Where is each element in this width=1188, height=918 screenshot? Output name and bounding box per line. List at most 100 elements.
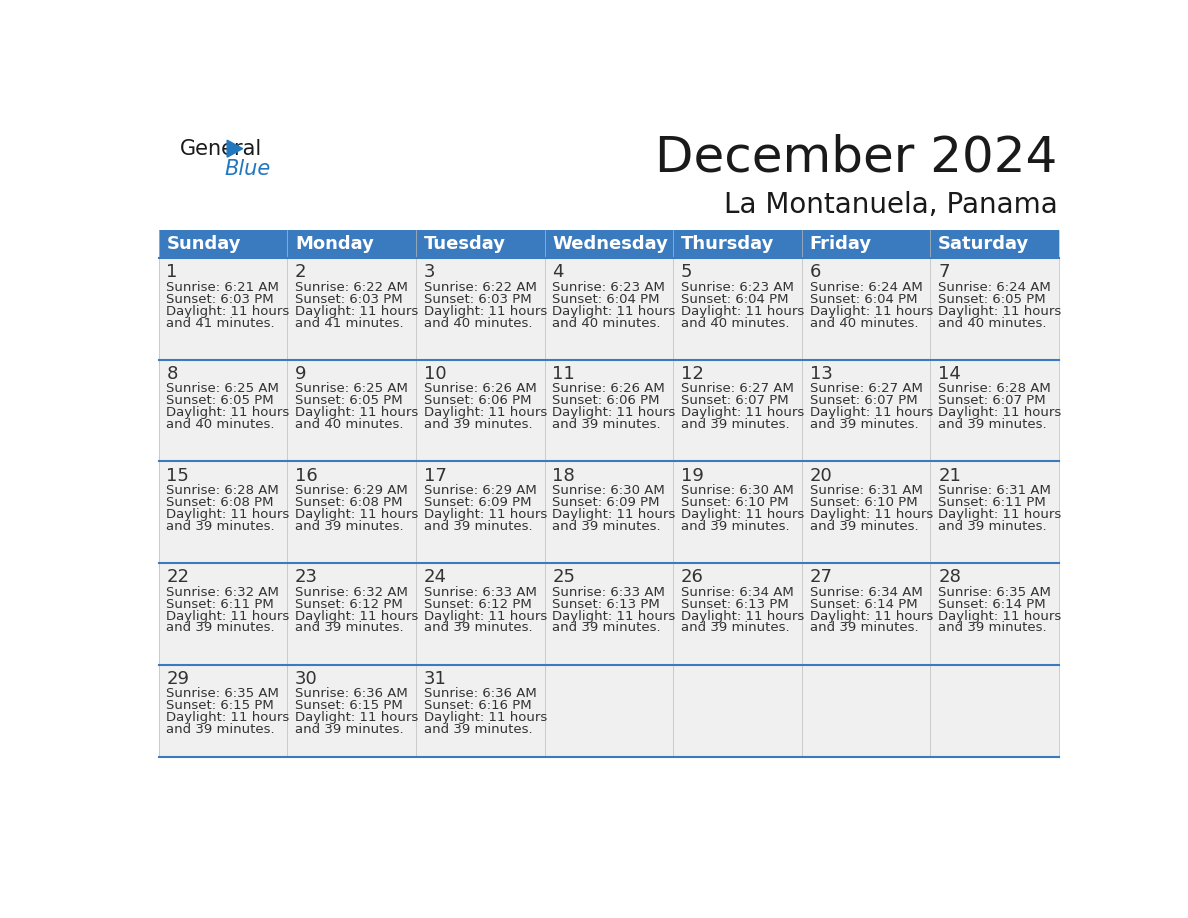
Text: and 39 minutes.: and 39 minutes. xyxy=(295,520,404,532)
Text: Sunrise: 6:29 AM: Sunrise: 6:29 AM xyxy=(424,484,536,497)
Text: Daylight: 11 hours: Daylight: 11 hours xyxy=(424,610,546,622)
Text: Daylight: 11 hours: Daylight: 11 hours xyxy=(295,610,418,622)
Text: and 39 minutes.: and 39 minutes. xyxy=(424,520,532,532)
Text: Sunrise: 6:35 AM: Sunrise: 6:35 AM xyxy=(939,586,1051,599)
Text: Sunrise: 6:31 AM: Sunrise: 6:31 AM xyxy=(939,484,1051,497)
Text: Sunrise: 6:26 AM: Sunrise: 6:26 AM xyxy=(552,383,665,396)
Text: and 40 minutes.: and 40 minutes. xyxy=(166,419,274,431)
Text: Daylight: 11 hours: Daylight: 11 hours xyxy=(424,305,546,318)
Text: Daylight: 11 hours: Daylight: 11 hours xyxy=(166,305,290,318)
Text: Sunset: 6:14 PM: Sunset: 6:14 PM xyxy=(809,598,917,610)
Text: Sunset: 6:03 PM: Sunset: 6:03 PM xyxy=(166,293,274,306)
Text: and 39 minutes.: and 39 minutes. xyxy=(681,419,790,431)
Text: Sunset: 6:14 PM: Sunset: 6:14 PM xyxy=(939,598,1045,610)
Text: Sunrise: 6:25 AM: Sunrise: 6:25 AM xyxy=(166,383,279,396)
Text: Sunset: 6:15 PM: Sunset: 6:15 PM xyxy=(295,700,403,712)
Text: Sunset: 6:08 PM: Sunset: 6:08 PM xyxy=(166,496,273,509)
Text: Sunrise: 6:24 AM: Sunrise: 6:24 AM xyxy=(939,281,1051,294)
Text: and 39 minutes.: and 39 minutes. xyxy=(295,621,404,634)
Text: Sunset: 6:07 PM: Sunset: 6:07 PM xyxy=(939,395,1045,408)
Text: Daylight: 11 hours: Daylight: 11 hours xyxy=(939,407,1061,420)
Text: Sunrise: 6:22 AM: Sunrise: 6:22 AM xyxy=(295,281,407,294)
Text: 11: 11 xyxy=(552,365,575,383)
Text: December 2024: December 2024 xyxy=(656,133,1057,181)
Text: and 39 minutes.: and 39 minutes. xyxy=(166,621,274,634)
Text: 1: 1 xyxy=(166,263,178,282)
Text: Sunday: Sunday xyxy=(166,235,241,253)
Text: Sunrise: 6:22 AM: Sunrise: 6:22 AM xyxy=(424,281,537,294)
Text: Sunrise: 6:25 AM: Sunrise: 6:25 AM xyxy=(295,383,407,396)
Text: Sunset: 6:06 PM: Sunset: 6:06 PM xyxy=(424,395,531,408)
Text: Sunset: 6:11 PM: Sunset: 6:11 PM xyxy=(939,496,1045,509)
Text: Daylight: 11 hours: Daylight: 11 hours xyxy=(939,508,1061,521)
Text: Sunset: 6:04 PM: Sunset: 6:04 PM xyxy=(681,293,789,306)
Text: 8: 8 xyxy=(166,365,178,383)
Text: Daylight: 11 hours: Daylight: 11 hours xyxy=(681,508,804,521)
Text: Tuesday: Tuesday xyxy=(424,235,506,253)
Text: Sunset: 6:12 PM: Sunset: 6:12 PM xyxy=(295,598,403,610)
Text: Sunset: 6:10 PM: Sunset: 6:10 PM xyxy=(681,496,789,509)
Bar xyxy=(674,230,802,258)
Text: and 41 minutes.: and 41 minutes. xyxy=(295,317,404,330)
Text: Sunrise: 6:21 AM: Sunrise: 6:21 AM xyxy=(166,281,279,294)
Text: Sunrise: 6:23 AM: Sunrise: 6:23 AM xyxy=(552,281,665,294)
Text: Sunset: 6:11 PM: Sunset: 6:11 PM xyxy=(166,598,274,610)
Text: Sunrise: 6:27 AM: Sunrise: 6:27 AM xyxy=(809,383,922,396)
Text: Sunrise: 6:30 AM: Sunrise: 6:30 AM xyxy=(681,484,794,497)
Text: Daylight: 11 hours: Daylight: 11 hours xyxy=(295,711,418,724)
Text: 9: 9 xyxy=(295,365,307,383)
Text: Sunrise: 6:30 AM: Sunrise: 6:30 AM xyxy=(552,484,665,497)
Text: 15: 15 xyxy=(166,466,189,485)
Bar xyxy=(416,230,544,258)
Text: 4: 4 xyxy=(552,263,564,282)
Text: Sunrise: 6:36 AM: Sunrise: 6:36 AM xyxy=(295,688,407,700)
Text: Saturday: Saturday xyxy=(939,235,1030,253)
Text: Daylight: 11 hours: Daylight: 11 hours xyxy=(166,508,290,521)
Text: 10: 10 xyxy=(424,365,447,383)
Text: 25: 25 xyxy=(552,568,575,587)
Text: 29: 29 xyxy=(166,670,189,688)
Text: Daylight: 11 hours: Daylight: 11 hours xyxy=(681,610,804,622)
Text: Daylight: 11 hours: Daylight: 11 hours xyxy=(295,305,418,318)
Text: 20: 20 xyxy=(809,466,833,485)
Text: Daylight: 11 hours: Daylight: 11 hours xyxy=(809,610,933,622)
Text: 16: 16 xyxy=(295,466,317,485)
Text: Sunset: 6:12 PM: Sunset: 6:12 PM xyxy=(424,598,531,610)
Text: Daylight: 11 hours: Daylight: 11 hours xyxy=(295,508,418,521)
Bar xyxy=(158,563,1060,665)
Text: La Montanuela, Panama: La Montanuela, Panama xyxy=(723,191,1057,219)
Text: and 39 minutes.: and 39 minutes. xyxy=(809,419,918,431)
Text: 7: 7 xyxy=(939,263,949,282)
Text: Sunrise: 6:26 AM: Sunrise: 6:26 AM xyxy=(424,383,536,396)
Text: Sunset: 6:07 PM: Sunset: 6:07 PM xyxy=(681,395,789,408)
Text: Sunrise: 6:31 AM: Sunrise: 6:31 AM xyxy=(809,484,922,497)
Text: Daylight: 11 hours: Daylight: 11 hours xyxy=(552,407,676,420)
Text: Daylight: 11 hours: Daylight: 11 hours xyxy=(809,508,933,521)
Text: Daylight: 11 hours: Daylight: 11 hours xyxy=(552,305,676,318)
Text: Daylight: 11 hours: Daylight: 11 hours xyxy=(424,711,546,724)
Text: Sunset: 6:03 PM: Sunset: 6:03 PM xyxy=(295,293,403,306)
Text: Sunrise: 6:32 AM: Sunrise: 6:32 AM xyxy=(295,586,407,599)
Text: and 39 minutes.: and 39 minutes. xyxy=(552,520,661,532)
Text: Sunset: 6:04 PM: Sunset: 6:04 PM xyxy=(809,293,917,306)
Text: and 39 minutes.: and 39 minutes. xyxy=(809,621,918,634)
Bar xyxy=(930,230,1060,258)
Text: and 39 minutes.: and 39 minutes. xyxy=(939,419,1047,431)
Text: Sunrise: 6:35 AM: Sunrise: 6:35 AM xyxy=(166,688,279,700)
Text: and 39 minutes.: and 39 minutes. xyxy=(166,723,274,736)
Text: Sunrise: 6:33 AM: Sunrise: 6:33 AM xyxy=(424,586,537,599)
Text: Daylight: 11 hours: Daylight: 11 hours xyxy=(939,610,1061,622)
Text: 22: 22 xyxy=(166,568,189,587)
Text: 2: 2 xyxy=(295,263,307,282)
Text: Sunset: 6:06 PM: Sunset: 6:06 PM xyxy=(552,395,659,408)
Text: 23: 23 xyxy=(295,568,318,587)
Text: and 39 minutes.: and 39 minutes. xyxy=(552,419,661,431)
Text: Sunrise: 6:36 AM: Sunrise: 6:36 AM xyxy=(424,688,536,700)
Text: and 39 minutes.: and 39 minutes. xyxy=(939,621,1047,634)
Text: Daylight: 11 hours: Daylight: 11 hours xyxy=(681,407,804,420)
Bar xyxy=(544,230,674,258)
Text: 17: 17 xyxy=(424,466,447,485)
Text: Wednesday: Wednesday xyxy=(552,235,668,253)
Text: Sunset: 6:09 PM: Sunset: 6:09 PM xyxy=(552,496,659,509)
Bar xyxy=(158,258,1060,360)
